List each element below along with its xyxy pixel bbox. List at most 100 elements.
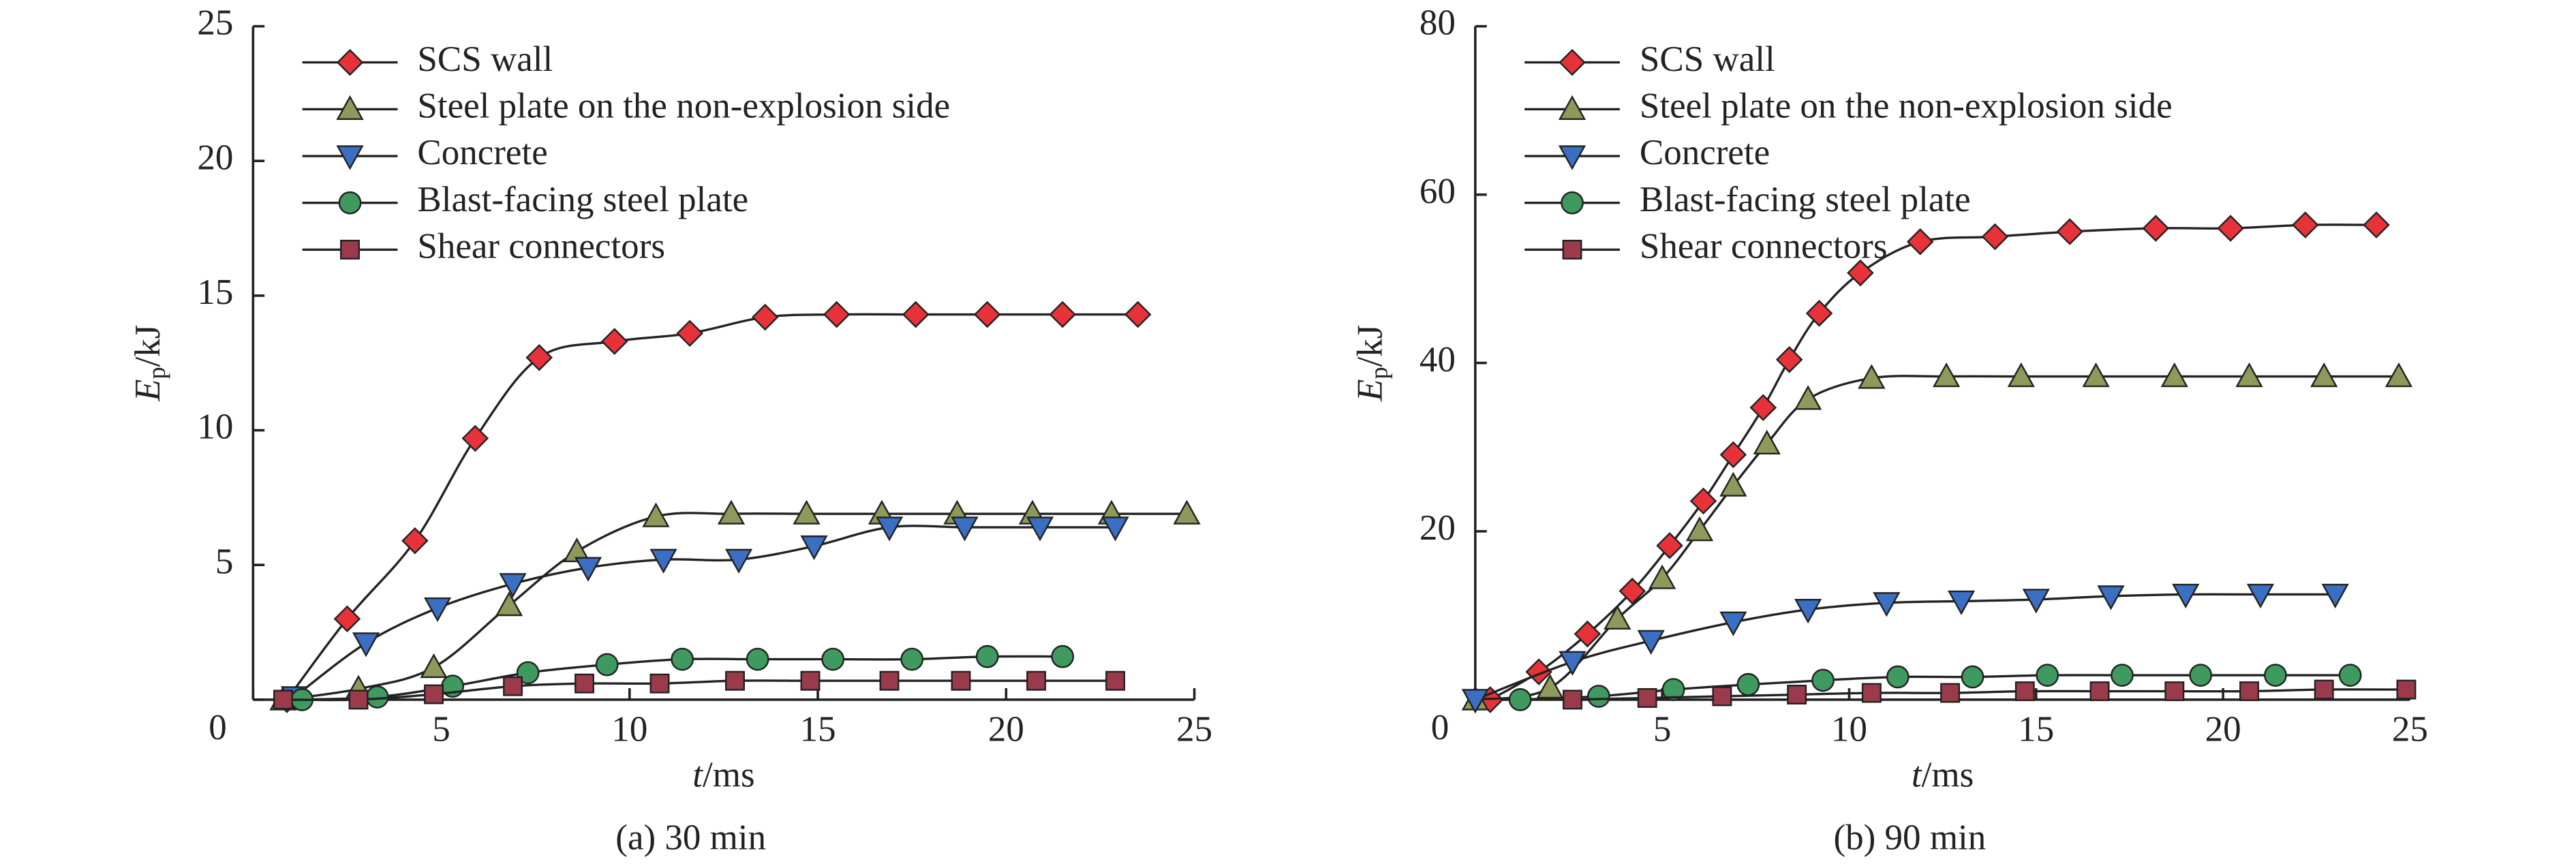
marker bbox=[273, 689, 293, 710]
marker bbox=[1559, 651, 1586, 676]
y-axis-label: Ep/kJ bbox=[128, 325, 170, 402]
marker bbox=[823, 300, 850, 328]
marker bbox=[525, 344, 553, 371]
marker bbox=[1051, 645, 1075, 668]
marker bbox=[1101, 516, 1129, 542]
marker bbox=[800, 670, 821, 691]
marker bbox=[1637, 630, 1665, 655]
marker bbox=[1656, 532, 1683, 559]
marker bbox=[2310, 362, 2338, 388]
marker bbox=[574, 673, 594, 694]
legend-marker bbox=[336, 95, 364, 120]
y-tick-label: 40 bbox=[1420, 340, 1456, 379]
y-label-subscript: p bbox=[143, 367, 170, 379]
x-label-unit: /ms bbox=[1922, 756, 1974, 795]
marker bbox=[1981, 223, 2009, 251]
legend-marker bbox=[1558, 145, 1586, 170]
marker bbox=[1461, 689, 1489, 714]
y-label-subscript: p bbox=[1366, 367, 1393, 379]
marker bbox=[1940, 683, 1961, 703]
series-line bbox=[286, 313, 1138, 700]
marker bbox=[1586, 685, 1610, 708]
marker bbox=[2314, 679, 2334, 700]
x-tick-label: 25 bbox=[2392, 709, 2428, 749]
legend-marker bbox=[336, 48, 364, 76]
legend-label: SCS wall bbox=[417, 40, 553, 79]
marker bbox=[1805, 300, 1833, 327]
series-line bbox=[283, 679, 1116, 702]
marker bbox=[1508, 688, 1532, 711]
y-tick-label: 10 bbox=[197, 407, 233, 447]
marker bbox=[902, 300, 930, 328]
legend-label: Steel plate on the non-explosion side bbox=[1640, 86, 2173, 125]
legend-label: SCS wall bbox=[1640, 40, 1775, 79]
marker bbox=[1173, 499, 1201, 525]
caption: (b) 90 min bbox=[1833, 818, 1986, 857]
marker bbox=[461, 424, 489, 452]
marker bbox=[1525, 658, 1552, 685]
marker bbox=[499, 573, 527, 598]
marker bbox=[495, 591, 523, 617]
marker bbox=[1124, 300, 1152, 328]
marker bbox=[365, 685, 389, 709]
x-tick-label: 20 bbox=[988, 709, 1024, 749]
marker bbox=[1961, 665, 1984, 689]
marker bbox=[2160, 362, 2188, 388]
y-tick-label: 5 bbox=[215, 542, 234, 581]
marker bbox=[1794, 385, 1822, 410]
marker bbox=[642, 502, 670, 527]
marker bbox=[1574, 620, 1601, 648]
marker bbox=[2338, 664, 2362, 687]
marker bbox=[1775, 346, 1803, 373]
marker bbox=[975, 645, 999, 668]
marker bbox=[2089, 681, 2110, 702]
legend-label: Blast-facing steel plate bbox=[1640, 180, 1971, 219]
y-tick-label: 0 bbox=[1431, 708, 1450, 747]
marker bbox=[1947, 590, 1976, 615]
marker bbox=[401, 527, 429, 555]
marker bbox=[1794, 599, 1822, 624]
marker bbox=[1932, 362, 1961, 388]
marker bbox=[2172, 583, 2200, 609]
marker bbox=[1049, 300, 1077, 328]
marker bbox=[875, 516, 904, 542]
marker bbox=[1105, 670, 1126, 691]
y-tick-label: 20 bbox=[197, 138, 233, 177]
marker bbox=[973, 300, 1001, 328]
marker bbox=[1689, 487, 1717, 515]
marker bbox=[1749, 394, 1777, 422]
series-line bbox=[1475, 375, 2399, 701]
y-tick-label: 60 bbox=[1420, 172, 1456, 211]
marker bbox=[2321, 583, 2349, 609]
legend-marker bbox=[1561, 191, 1584, 215]
legend-marker bbox=[1562, 239, 1582, 260]
marker bbox=[1886, 665, 1910, 689]
marker bbox=[751, 303, 779, 331]
legend-label: Shear connectors bbox=[1640, 227, 1888, 266]
marker bbox=[951, 670, 971, 691]
marker bbox=[1719, 611, 1747, 636]
chart: 0 20 40 60 80 5 10 15 20 25 t/ms Ep/kJ (b) 90 min SCS… bbox=[1351, 3, 2428, 858]
legend-marker bbox=[1558, 95, 1586, 120]
marker bbox=[821, 647, 845, 671]
x-tick-label: 5 bbox=[432, 709, 450, 749]
marker bbox=[1753, 429, 1781, 455]
marker bbox=[800, 535, 828, 561]
x-tick-label: 25 bbox=[1176, 709, 1212, 749]
marker bbox=[1562, 689, 1582, 710]
marker bbox=[1604, 604, 1631, 630]
legend-label: Concrete bbox=[1640, 133, 1770, 172]
y-label-unit: /kJ bbox=[1351, 325, 1390, 367]
marker bbox=[352, 632, 380, 657]
marker bbox=[1861, 683, 1882, 703]
marker bbox=[563, 537, 591, 563]
marker bbox=[1619, 577, 1646, 605]
marker bbox=[1873, 592, 1901, 617]
legend-marker bbox=[1559, 48, 1586, 76]
marker bbox=[595, 653, 619, 677]
marker bbox=[2189, 664, 2213, 687]
x-axis-label: t/ms bbox=[692, 756, 754, 795]
chart: 0 5 10 15 20 25 5 10 15 20 25 t/ms Ep/kJ (a) 30 min SC… bbox=[128, 3, 1212, 858]
caption: (a) 30 min bbox=[615, 818, 766, 857]
